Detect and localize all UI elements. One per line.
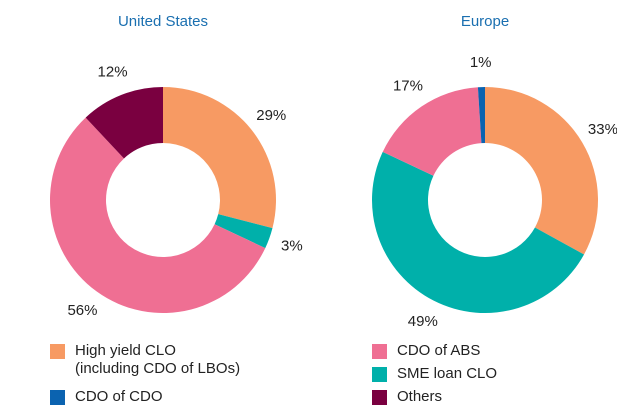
donut-slice: High yield CLO (including CDO of LBOs) bbox=[163, 87, 276, 229]
legend-label: Others bbox=[397, 388, 443, 405]
legend-entry: CDO of CDO bbox=[50, 388, 163, 405]
data-label: 1% bbox=[470, 54, 492, 71]
legend-label: SME loan CLO bbox=[397, 365, 498, 382]
donut-slice: SME loan CLO bbox=[214, 214, 273, 249]
legend-label: High yield CLO (including CDO of LBOs) bbox=[75, 342, 241, 377]
legend-entry: SME loan CLO bbox=[372, 365, 497, 383]
legend-entry: Others bbox=[372, 388, 442, 405]
legend-swatch bbox=[372, 367, 387, 382]
legend-swatch bbox=[372, 390, 387, 405]
data-label: 3% bbox=[281, 237, 303, 254]
legend-label: CDO of ABS bbox=[397, 342, 481, 359]
data-label: 12% bbox=[98, 64, 128, 81]
chart-title: United States bbox=[118, 13, 208, 30]
data-label: 49% bbox=[408, 313, 438, 330]
donut-slice: CDO of ABS bbox=[382, 87, 482, 176]
legend-swatch bbox=[50, 344, 65, 359]
chart-title: Europe bbox=[461, 13, 509, 30]
donut-slice: CDO of CDO bbox=[477, 87, 485, 144]
legend-label: CDO of CDO bbox=[75, 388, 163, 405]
legend-entry: CDO of ABS bbox=[372, 342, 480, 360]
data-label: 33% bbox=[588, 121, 617, 138]
donut-slice: SME loan CLO bbox=[372, 151, 585, 313]
data-label: 17% bbox=[393, 78, 423, 95]
data-label: 29% bbox=[256, 107, 286, 124]
legend-swatch bbox=[50, 390, 65, 405]
legend-swatch bbox=[372, 344, 387, 359]
donut-slice: High yield CLO (including CDO of LBOs) bbox=[485, 87, 598, 255]
data-label: 56% bbox=[67, 302, 97, 319]
donut-slice: CDO of ABS bbox=[49, 117, 266, 314]
legend-entry: High yield CLO (including CDO of LBOs) bbox=[50, 342, 240, 378]
donut-slice: Others bbox=[85, 87, 163, 159]
